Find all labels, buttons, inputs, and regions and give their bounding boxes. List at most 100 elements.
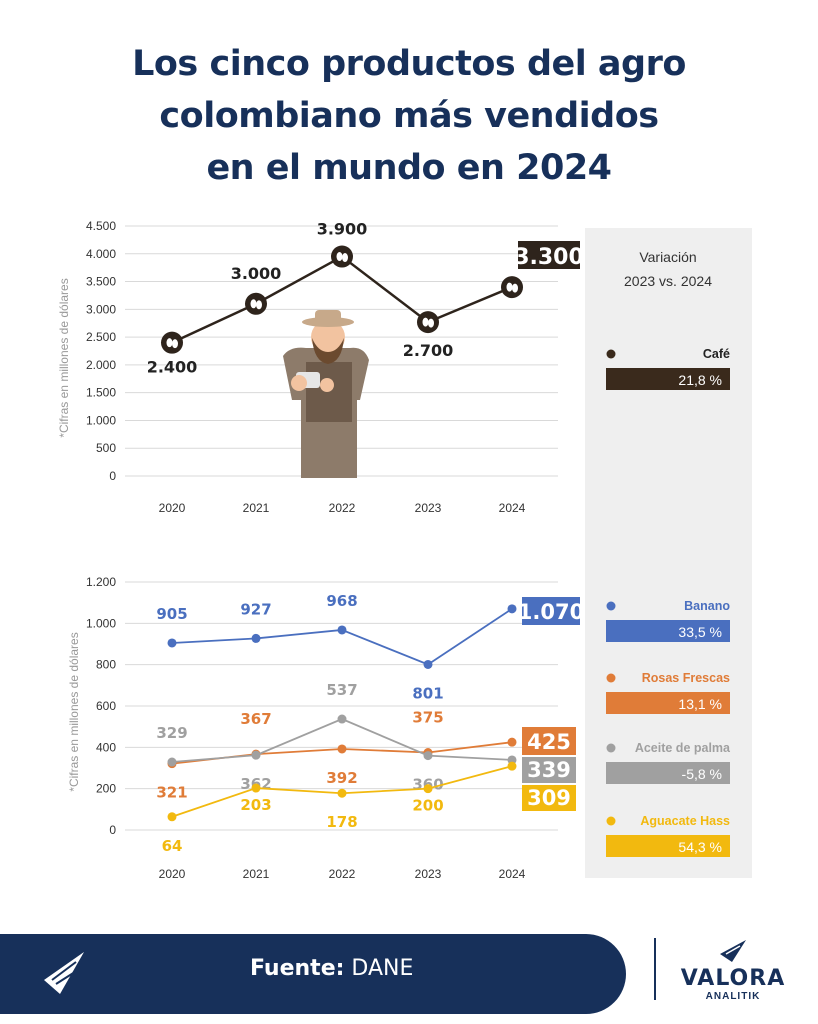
banano-point (167, 638, 177, 648)
coffee-bean-icon (342, 253, 348, 263)
banano-highlight-box (522, 597, 580, 625)
brand-name: VALORA (680, 966, 786, 991)
coffee-bean-icon (250, 299, 257, 309)
footer-source-label: Fuente: (250, 956, 345, 981)
variation-legend-dot (606, 349, 616, 359)
page-title: Los cinco productos del agro colombiano … (0, 38, 818, 194)
coffee-bean-icon (336, 252, 343, 262)
y-tick-label: 400 (96, 740, 116, 754)
rosas-frescas-data-label: 392 (326, 769, 357, 787)
cafe-highlight-label: 3.300 (514, 245, 584, 270)
y-tick-label: 2.000 (86, 358, 116, 372)
variation-label: Rosas Frescas (642, 671, 730, 685)
x-tick-label: 2024 (499, 867, 526, 881)
brand-logo: VALORA ANALITIK (678, 936, 788, 1002)
x-tick-label: 2020 (159, 867, 186, 881)
variation-header-line-2: 2023 vs. 2024 (624, 273, 712, 289)
aceite-de-palma-data-label: 329 (156, 724, 187, 742)
coffee-bean-icon (166, 338, 173, 348)
y-tick-label: 200 (96, 782, 116, 796)
cafe-data-label: 3.900 (317, 220, 368, 239)
aceite-de-palma-point (507, 755, 517, 765)
title-line-1: Los cinco productos del agro (132, 44, 686, 84)
aceite-de-palma-data-label: 537 (326, 681, 357, 699)
aguacate-hass-point (507, 761, 517, 771)
rosas-frescas-highlight-box (522, 727, 576, 755)
y-tick-label: 3.000 (86, 302, 116, 316)
rosas-frescas-point (507, 737, 517, 747)
coffee-bean-icon (422, 317, 429, 327)
banano-point (337, 625, 347, 635)
y-tick-label: 1.200 (86, 575, 116, 589)
cafe-data-label: 2.400 (147, 358, 198, 377)
y-tick-label: 3.500 (86, 275, 116, 289)
aguacate-hass-point (423, 784, 433, 794)
aguacate-hass-point (167, 812, 177, 822)
aguacate-hass-data-label: 203 (240, 796, 271, 814)
x-tick-label: 2021 (243, 867, 270, 881)
y-tick-label: 600 (96, 699, 116, 713)
aceite-de-palma-point (251, 750, 261, 760)
variation-value: -5,8 % (682, 766, 722, 782)
banano-point (423, 659, 433, 669)
aguacate-hass-highlight-label: 309 (527, 786, 571, 810)
y-tick-label: 4.000 (86, 247, 116, 261)
y-tick-label: 800 (96, 658, 116, 672)
aceite-de-palma-point (167, 757, 177, 767)
variation-value-box (606, 620, 730, 642)
footer-source-value: DANE (351, 956, 414, 981)
footer: Fuente: DANE VALORA ANALITIK (0, 934, 818, 1024)
banano-data-label: 905 (156, 605, 187, 623)
x-tick-label: 2021 (243, 501, 270, 515)
aceite-de-palma-point (423, 751, 433, 761)
aceite-de-palma-line (171, 718, 513, 763)
aguacate-hass-point (251, 783, 261, 793)
banano-highlight-label: 1.070 (518, 600, 584, 624)
rosas-frescas-highlight-label: 425 (527, 730, 571, 754)
aguacate-hass-data-label: 178 (326, 813, 357, 831)
variation-value-box (606, 835, 730, 857)
aguacate-hass-point (337, 788, 347, 798)
farmer-illustration (283, 310, 369, 478)
x-tick-label: 2022 (329, 867, 356, 881)
y-axis-label: *Cifras en millones de dólares (67, 632, 81, 791)
aceite-de-palma-highlight-box (522, 757, 576, 783)
y-tick-label: 1.500 (86, 386, 116, 400)
variation-legend-dot (606, 816, 616, 826)
variation-label: Banano (684, 599, 730, 613)
variation-value: 54,3 % (678, 839, 722, 855)
y-tick-label: 2.500 (86, 330, 116, 344)
variation-value-box (606, 368, 730, 390)
rosas-frescas-data-label: 367 (240, 710, 271, 728)
banano-data-label: 927 (240, 600, 271, 618)
rosas-frescas-point (337, 744, 347, 754)
variation-legend-dot (606, 673, 616, 683)
coffee-bean-icon (512, 283, 518, 293)
footer-bar: Fuente: DANE (0, 934, 626, 1014)
coffee-bean-icon (172, 339, 178, 349)
rosas-frescas-data-label: 321 (156, 784, 187, 802)
variation-label: Aceite de palma (635, 741, 731, 755)
y-tick-label: 4.500 (86, 219, 116, 233)
aceite-de-palma-highlight-label: 339 (527, 758, 571, 782)
cafe-data-label: 2.700 (403, 341, 454, 360)
rosas-frescas-data-label: 375 (412, 709, 443, 727)
footer-divider (654, 938, 656, 1000)
coffee-bean-icon (506, 282, 513, 292)
y-tick-label: 1.000 (86, 616, 116, 630)
x-tick-label: 2020 (159, 501, 186, 515)
footer-source: Fuente: DANE (250, 956, 413, 981)
banano-point (251, 633, 261, 643)
banano-point (507, 604, 517, 614)
banano-data-label: 801 (412, 684, 443, 702)
variation-value: 21,8 % (678, 372, 722, 388)
banano-line (171, 608, 513, 666)
x-tick-label: 2023 (415, 867, 442, 881)
banano-data-label: 968 (326, 592, 357, 610)
aguacate-hass-data-label: 64 (162, 837, 183, 855)
variation-value-box (606, 762, 730, 784)
variation-value: 33,5 % (678, 624, 722, 640)
x-tick-label: 2024 (499, 501, 526, 515)
coffee-bean-icon (428, 318, 434, 328)
